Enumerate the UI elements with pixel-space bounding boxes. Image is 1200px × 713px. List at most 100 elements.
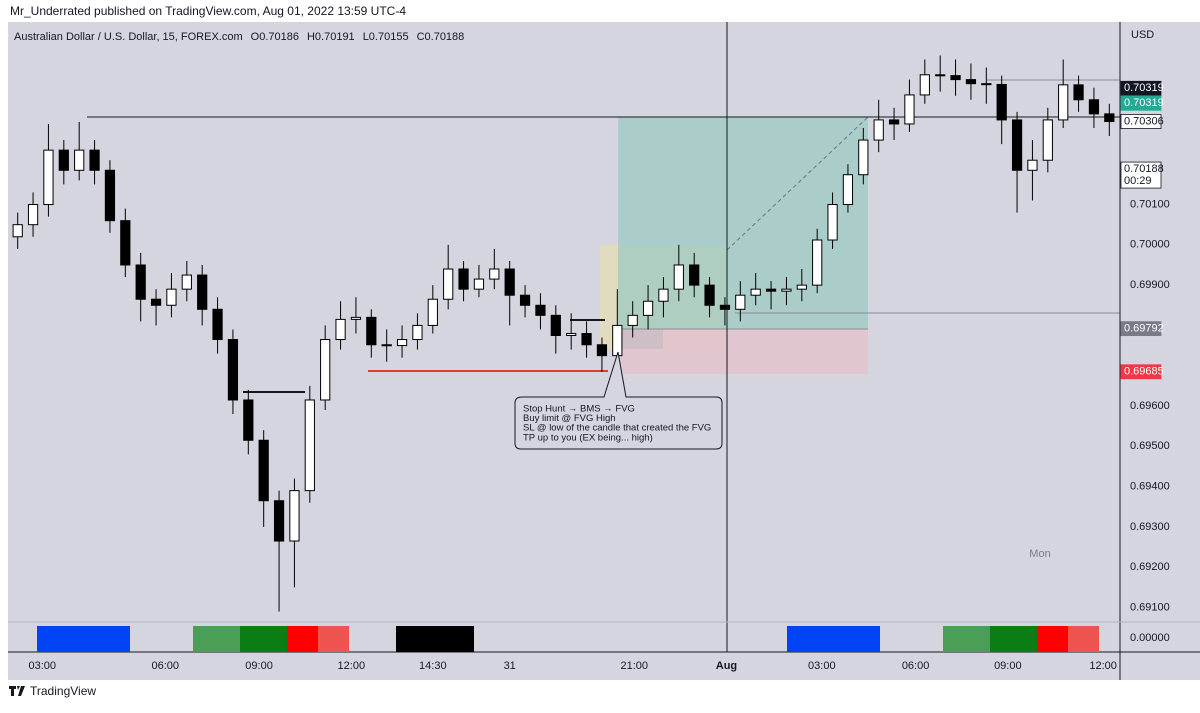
candle-body (227, 339, 239, 401)
candle-body (396, 339, 408, 347)
candle-body (273, 500, 285, 542)
x-tick-label: 31 (504, 660, 516, 672)
candle-body (919, 74, 930, 96)
candle-body (197, 274, 208, 310)
y-tick-label: 0.69200 (1130, 561, 1170, 573)
candle-body (43, 149, 54, 206)
candle-body (427, 298, 438, 326)
candle-body (950, 75, 961, 81)
price-tag-label: 0.69792 (1124, 323, 1164, 335)
candle-body (566, 332, 577, 336)
candle-body (904, 94, 915, 125)
candle-body (581, 332, 592, 346)
candle-body (812, 239, 823, 286)
x-tick-label: Aug (716, 660, 737, 672)
x-tick-label: 21:00 (620, 660, 648, 672)
x-tick-label: 03:00 (808, 660, 836, 672)
y-tick-label: 0.69100 (1130, 601, 1170, 613)
candle-body (27, 204, 39, 226)
x-tick-label: 03:00 (29, 660, 57, 672)
ohlc-value: C0.70188 (417, 31, 465, 43)
annotation-line: SL @ low of the candle that created the … (523, 423, 711, 434)
candle-body (981, 83, 992, 86)
annotation-line: Buy limit @ FVG High (523, 413, 616, 424)
candle-body (58, 149, 69, 171)
candle-body (888, 119, 900, 125)
candle-body (1058, 84, 1069, 121)
price-tag (1120, 114, 1162, 129)
candle-body (166, 288, 177, 306)
price-tag-label: 0.69685 (1124, 366, 1164, 378)
session-block (943, 626, 990, 652)
candle-body (304, 399, 315, 492)
brand: TradingView (9, 684, 96, 698)
session-block (1037, 626, 1068, 652)
candle-body (181, 274, 192, 290)
session-block (396, 626, 474, 652)
ohlc-value: L0.70155 (363, 31, 409, 43)
price-tag-label: 0.70188 (1124, 163, 1164, 175)
y-tick-label: 0.69600 (1130, 400, 1170, 412)
candle-body (243, 399, 254, 441)
session-block (787, 626, 880, 652)
ohlc-legend: O0.70186 H0.70191 L0.70155 C0.70188 (251, 31, 465, 43)
brand-logo (9, 686, 25, 696)
candle-body (366, 316, 377, 346)
session-block (990, 626, 1037, 652)
candle-body (489, 268, 500, 280)
annotation-box (514, 351, 723, 450)
publisher: Mr_Underrated published on TradingView.c… (10, 4, 406, 18)
x-tick-label: 09:00 (245, 660, 273, 672)
price-tag-label: 0.70306 (1124, 115, 1164, 127)
candle-body (842, 174, 854, 206)
session-block (37, 626, 130, 652)
fvg-gap (618, 329, 663, 349)
session-block (287, 626, 318, 652)
ohlc-value: H0.70191 (307, 31, 355, 43)
candle-body (781, 288, 792, 292)
candle-body (212, 308, 223, 341)
candle-body (996, 83, 1007, 121)
candle-body (612, 324, 623, 357)
candle-body (289, 490, 300, 542)
y-tick-label: 0.70100 (1130, 198, 1170, 210)
candle-body (719, 304, 731, 310)
session-block (318, 626, 349, 652)
price-tag-label: 0.70319 (1124, 97, 1164, 109)
candle-body (1042, 119, 1053, 161)
candle-body (443, 268, 454, 300)
y-tick-label: 0.69400 (1130, 481, 1170, 493)
x-tick-label: 12:00 (1089, 660, 1117, 672)
x-tick-label: 06:00 (152, 660, 180, 672)
candle-body (150, 298, 162, 306)
annotation-line: TP up to you (EX being... high) (523, 432, 653, 443)
candle-body (504, 268, 515, 296)
candle-body (74, 149, 85, 171)
day-label: Mon (1029, 548, 1050, 560)
price-tag (1120, 364, 1162, 380)
candle-body (1088, 99, 1100, 115)
candle-body (704, 284, 715, 306)
session-block (1068, 626, 1099, 652)
candle-body (935, 74, 946, 77)
chart-title: Australian Dollar / U.S. Dollar, 15, FOR… (14, 31, 243, 43)
candle-body (12, 224, 23, 238)
x-tick-label: 12:00 (338, 660, 366, 672)
candle-body (1104, 113, 1115, 123)
price-tag (1120, 80, 1162, 96)
candle-body (658, 288, 669, 302)
candle-body (335, 318, 346, 341)
candle-body (796, 284, 807, 290)
candle-body (381, 344, 392, 347)
candles (12, 55, 1115, 612)
price-tag (1120, 321, 1162, 337)
session-block (193, 626, 240, 652)
candle-body (765, 288, 777, 292)
candle-body (689, 264, 700, 286)
x-tick-label: 09:00 (994, 660, 1022, 672)
candle-body (673, 264, 684, 290)
price-tag (1120, 95, 1162, 111)
candle-body (1011, 119, 1023, 171)
candle-body (735, 294, 746, 310)
